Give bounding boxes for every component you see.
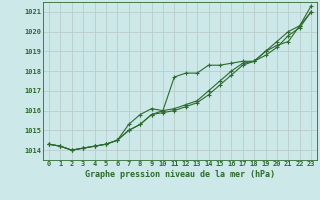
X-axis label: Graphe pression niveau de la mer (hPa): Graphe pression niveau de la mer (hPa): [85, 170, 275, 179]
